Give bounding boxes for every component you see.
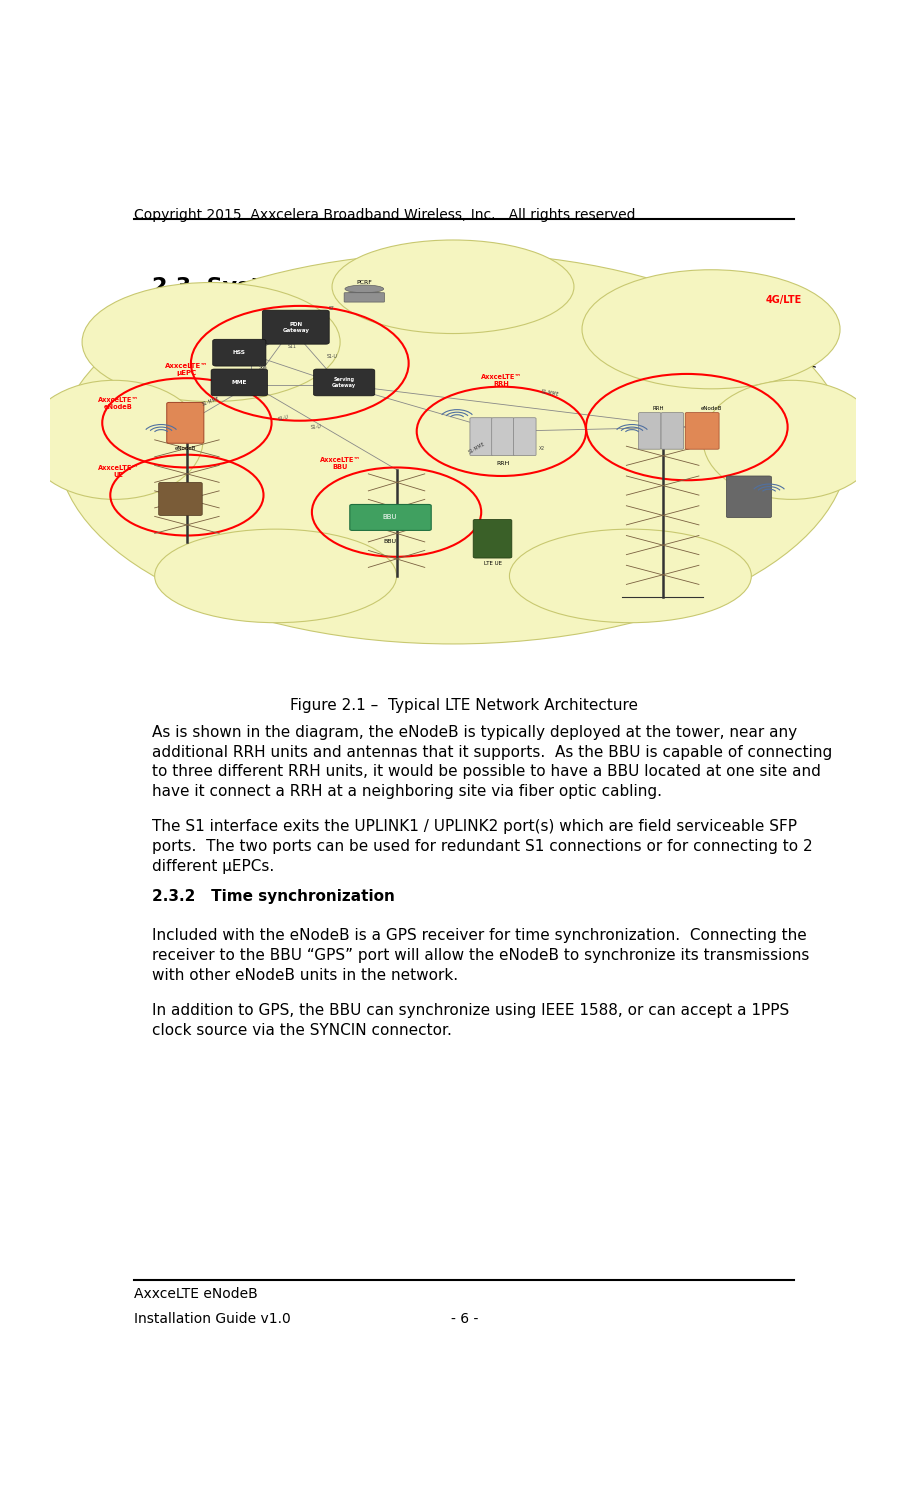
Text: RRH: RRH — [653, 406, 664, 412]
FancyBboxPatch shape — [313, 369, 375, 395]
Text: 2.3  System Components: 2.3 System Components — [152, 276, 464, 297]
Text: Copyright 2015  Axxcelera Broadband Wireless, Inc.   All rights reserved: Copyright 2015 Axxcelera Broadband Wirel… — [134, 207, 636, 222]
Text: S1-MME: S1-MME — [467, 442, 487, 455]
Text: BBU: BBU — [383, 515, 398, 521]
Text: S1-U: S1-U — [278, 415, 290, 422]
Text: 2.3.2   Time synchronization: 2.3.2 Time synchronization — [152, 889, 395, 904]
Text: AxxceLTE™
BBU: AxxceLTE™ BBU — [320, 457, 361, 470]
Text: Included with the eNodeB is a GPS receiver for time synchronization.  Connecting: Included with the eNodeB is a GPS receiv… — [152, 928, 809, 983]
FancyBboxPatch shape — [473, 519, 512, 558]
FancyBboxPatch shape — [213, 339, 266, 366]
Ellipse shape — [509, 530, 751, 622]
Ellipse shape — [345, 291, 383, 298]
Ellipse shape — [155, 530, 397, 622]
FancyBboxPatch shape — [727, 476, 772, 518]
Ellipse shape — [25, 380, 203, 500]
Text: S7: S7 — [329, 306, 335, 310]
Text: 4G/LTE: 4G/LTE — [766, 294, 802, 304]
FancyBboxPatch shape — [492, 418, 515, 455]
Text: As is shown in the diagram, the eNodeB is typically deployed at the tower, near : As is shown in the diagram, the eNodeB i… — [152, 725, 832, 800]
FancyBboxPatch shape — [167, 403, 204, 443]
Ellipse shape — [582, 270, 840, 389]
Ellipse shape — [345, 285, 383, 292]
FancyBboxPatch shape — [661, 413, 684, 449]
Text: Serving
Gateway: Serving Gateway — [333, 377, 356, 388]
Text: Installation Guide v1.0: Installation Guide v1.0 — [134, 1311, 291, 1326]
Text: S1-MME: S1-MME — [201, 395, 221, 407]
Text: MME: MME — [232, 380, 247, 385]
Text: AxxceLTE eNodeB: AxxceLTE eNodeB — [134, 1286, 258, 1301]
Text: In addition to GPS, the BBU can synchronize using IEEE 1588, or can accept a 1PP: In addition to GPS, the BBU can synchron… — [152, 1003, 789, 1037]
Ellipse shape — [703, 380, 881, 500]
Text: The S1 interface exits the UPLINK1 / UPLINK2 port(s) which are field serviceable: The S1 interface exits the UPLINK1 / UPL… — [152, 819, 813, 873]
Text: eNodeB: eNodeB — [175, 446, 196, 451]
Text: AxxceLTE™
UE: AxxceLTE™ UE — [98, 466, 139, 479]
Text: Figure 3.1 shows a typical LTE network architecture using various eNodeB compone: Figure 3.1 shows a typical LTE network a… — [152, 363, 817, 398]
FancyBboxPatch shape — [685, 413, 719, 449]
FancyBboxPatch shape — [514, 418, 536, 455]
FancyBboxPatch shape — [344, 292, 384, 301]
Text: BBU: BBU — [383, 540, 397, 545]
FancyBboxPatch shape — [211, 369, 267, 395]
Text: S1-U: S1-U — [310, 424, 322, 430]
Text: - 6 -: - 6 - — [450, 1311, 478, 1326]
Ellipse shape — [332, 240, 574, 334]
Text: AxxceLTE™
RRH: AxxceLTE™ RRH — [481, 374, 522, 386]
Text: Figure 2.1 –  Typical LTE Network Architecture: Figure 2.1 – Typical LTE Network Archite… — [290, 698, 639, 713]
Text: eNodeB: eNodeB — [700, 406, 722, 412]
Ellipse shape — [58, 252, 848, 645]
Text: RRH: RRH — [496, 461, 509, 466]
FancyBboxPatch shape — [470, 418, 493, 455]
FancyBboxPatch shape — [159, 482, 202, 516]
FancyBboxPatch shape — [639, 413, 661, 449]
Text: S1-MME: S1-MME — [540, 389, 559, 397]
FancyBboxPatch shape — [263, 310, 329, 345]
Text: PDN
Gateway: PDN Gateway — [283, 322, 309, 333]
Ellipse shape — [82, 282, 340, 401]
Text: X2: X2 — [539, 446, 545, 451]
FancyBboxPatch shape — [350, 504, 431, 531]
Text: HSS: HSS — [233, 351, 246, 355]
Text: S1-U: S1-U — [326, 355, 338, 360]
Text: PCRF: PCRF — [356, 280, 372, 285]
Text: AxxceLTE™
μEPC: AxxceLTE™ μEPC — [165, 363, 208, 376]
Text: S6a: S6a — [259, 366, 268, 370]
Text: S11: S11 — [287, 343, 296, 349]
Text: 2.3.1   System Architecture: 2.3.1 System Architecture — [152, 319, 387, 334]
Text: LTE UE: LTE UE — [484, 561, 502, 565]
Text: AxxceLTE™
eNodeB: AxxceLTE™ eNodeB — [98, 397, 139, 410]
